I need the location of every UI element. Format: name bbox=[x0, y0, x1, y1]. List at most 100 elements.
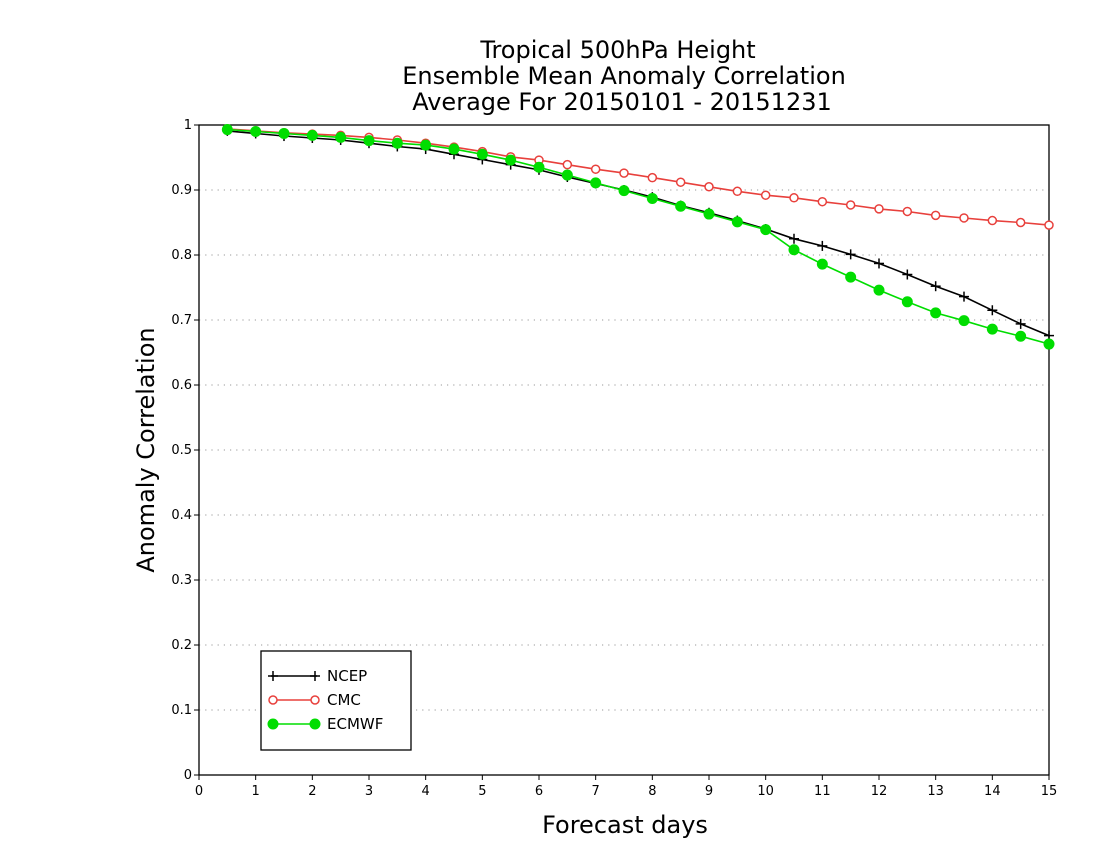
data-point-ecmwf bbox=[675, 200, 687, 212]
x-tick-label: 5 bbox=[478, 784, 486, 799]
x-tick-label: 4 bbox=[422, 784, 430, 799]
data-point-ecmwf bbox=[533, 161, 545, 173]
data-point-cmc bbox=[902, 206, 913, 217]
x-tick-label: 7 bbox=[592, 784, 600, 799]
data-point-ecmwf bbox=[221, 124, 233, 136]
title-line-2: Ensemble Mean Anomaly Correlation bbox=[402, 62, 846, 90]
legend-marker-ncep bbox=[310, 671, 320, 681]
data-point-ncep bbox=[874, 258, 884, 269]
legend: NCEP CMC ECMWF bbox=[260, 650, 412, 751]
series-ecmwf bbox=[221, 124, 1055, 350]
y-axis-label: Anomaly Correlation bbox=[132, 327, 160, 572]
data-point-ecmwf bbox=[1043, 338, 1055, 350]
legend-label-cmc: CMC bbox=[327, 691, 361, 709]
data-point-ecmwf bbox=[306, 129, 318, 141]
y-tick-label: 0.1 bbox=[171, 703, 192, 718]
y-tick-label: 1 bbox=[184, 118, 192, 133]
data-point-ncep bbox=[817, 240, 828, 251]
x-tick-label: 11 bbox=[814, 784, 831, 799]
data-point-cmc bbox=[760, 190, 771, 200]
data-point-ecmwf bbox=[250, 126, 262, 137]
legend-label-ncep: NCEP bbox=[327, 667, 367, 685]
data-point-ecmwf bbox=[646, 192, 658, 204]
y-tick-label: 0.4 bbox=[171, 508, 192, 523]
legend-label-ecmwf: ECMWF bbox=[327, 715, 383, 733]
x-tick-label: 12 bbox=[871, 784, 888, 799]
series-line-ecmwf bbox=[227, 128, 1050, 345]
data-point-ecmwf bbox=[816, 258, 828, 270]
data-point-cmc bbox=[789, 193, 799, 203]
data-point-cmc bbox=[590, 164, 601, 174]
data-point-ecmwf bbox=[448, 143, 460, 155]
data-point-ncep bbox=[902, 269, 913, 280]
data-point-ecmwf bbox=[420, 139, 432, 151]
series-group bbox=[221, 124, 1055, 350]
data-point-ecmwf bbox=[788, 244, 800, 256]
data-point-ecmwf bbox=[986, 323, 998, 335]
y-tick-label: 0.5 bbox=[171, 443, 192, 458]
y-tick-label: 0.6 bbox=[171, 378, 192, 393]
data-point-ecmwf bbox=[335, 131, 347, 143]
data-point-cmc bbox=[675, 177, 686, 187]
gridlines bbox=[199, 189, 1049, 711]
legend-marker-cmc bbox=[268, 695, 278, 705]
x-axis-label: Forecast days bbox=[542, 811, 708, 839]
data-point-ecmwf bbox=[930, 307, 942, 319]
data-point-ecmwf bbox=[561, 169, 573, 181]
y-tick-label: 0 bbox=[184, 768, 192, 783]
y-tick-label: 0.8 bbox=[171, 248, 192, 263]
data-point-ecmwf bbox=[505, 154, 517, 166]
legend-marker-ecmwf bbox=[267, 718, 279, 730]
data-point-ecmwf bbox=[731, 216, 743, 228]
data-point-ecmwf bbox=[901, 296, 913, 308]
data-point-ecmwf bbox=[703, 208, 715, 220]
data-point-ecmwf bbox=[618, 185, 630, 197]
data-point-cmc bbox=[930, 210, 941, 221]
data-point-ncep bbox=[959, 291, 969, 302]
data-point-ecmwf bbox=[590, 177, 602, 189]
data-point-ecmwf bbox=[391, 137, 403, 149]
data-point-cmc bbox=[959, 213, 969, 223]
x-tick-label: 8 bbox=[648, 784, 656, 799]
y-tick-label: 0.7 bbox=[171, 313, 192, 328]
series-ncep bbox=[222, 125, 1054, 341]
y-axis: 0 0.1 0.2 0.3 0.4 0.5 0.6 0.7 0.8 0.9 1 bbox=[171, 118, 199, 783]
x-tick-label: 13 bbox=[927, 784, 944, 799]
data-point-cmc bbox=[987, 215, 998, 226]
x-tick-label: 14 bbox=[984, 784, 1001, 799]
data-point-cmc bbox=[1015, 217, 1026, 228]
data-point-ecmwf bbox=[1015, 330, 1027, 342]
data-point-ecmwf bbox=[363, 135, 375, 147]
data-point-cmc bbox=[845, 200, 856, 210]
y-tick-label: 0.3 bbox=[171, 573, 192, 588]
data-point-ncep bbox=[930, 281, 941, 292]
x-tick-label: 3 bbox=[365, 784, 373, 799]
y-tick-label: 0.9 bbox=[171, 183, 192, 198]
y-tick-label: 0.2 bbox=[171, 638, 192, 653]
x-tick-label: 15 bbox=[1041, 784, 1058, 799]
data-point-ecmwf bbox=[845, 271, 857, 283]
x-axis: 0 1 2 3 4 5 6 7 8 9 10 11 12 13 14 15 bbox=[195, 775, 1057, 799]
data-point-ecmwf bbox=[958, 315, 970, 327]
title-line-1: Tropical 500hPa Height bbox=[479, 36, 755, 64]
title-line-3: Average For 20150101 - 20151231 bbox=[412, 88, 832, 116]
x-tick-label: 2 bbox=[308, 784, 316, 799]
legend-item-cmc: CMC bbox=[268, 691, 361, 709]
data-point-cmc bbox=[817, 196, 828, 207]
data-point-cmc bbox=[562, 159, 573, 170]
x-tick-label: 9 bbox=[705, 784, 713, 799]
data-point-ncep bbox=[789, 233, 799, 244]
data-point-ncep bbox=[987, 305, 998, 316]
legend-marker-ncep bbox=[268, 671, 278, 681]
data-point-cmc bbox=[732, 186, 743, 197]
data-point-cmc bbox=[647, 172, 658, 183]
legend-item-ncep: NCEP bbox=[268, 667, 367, 685]
data-point-ecmwf bbox=[278, 127, 290, 139]
x-tick-label: 6 bbox=[535, 784, 543, 799]
data-point-ncep bbox=[845, 249, 856, 260]
legend-item-ecmwf: ECMWF bbox=[267, 715, 383, 733]
data-point-cmc bbox=[619, 168, 629, 178]
data-point-ecmwf bbox=[476, 148, 488, 160]
legend-marker-cmc bbox=[310, 695, 320, 705]
